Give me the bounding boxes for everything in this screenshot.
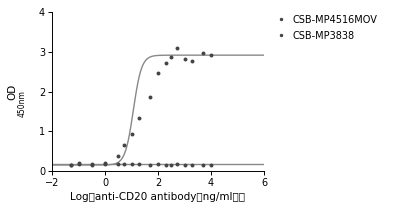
Point	[102, 162, 108, 166]
Point	[168, 163, 174, 166]
Point	[136, 162, 143, 166]
Point	[115, 155, 122, 158]
Point	[200, 52, 206, 55]
Point	[181, 163, 188, 166]
Point	[120, 163, 127, 166]
Point	[208, 53, 214, 57]
Point	[67, 163, 74, 167]
Point	[115, 163, 122, 166]
Point	[88, 163, 95, 166]
Point	[155, 163, 161, 166]
Point	[208, 163, 214, 166]
Text: OD: OD	[7, 83, 17, 100]
Point	[200, 163, 206, 167]
X-axis label: Log（anti-CD20 antibody（ng/ml））: Log（anti-CD20 antibody（ng/ml））	[70, 192, 246, 202]
Point	[168, 56, 174, 59]
Point	[128, 132, 135, 135]
Point	[147, 96, 153, 99]
Point	[136, 117, 143, 120]
Point	[147, 163, 153, 166]
Point	[181, 57, 188, 61]
Point	[155, 71, 161, 74]
Point	[88, 162, 95, 166]
Point	[120, 143, 127, 146]
Point	[102, 161, 108, 164]
Point	[173, 163, 180, 166]
Point	[189, 59, 196, 62]
Point	[173, 46, 180, 50]
Point	[163, 163, 169, 166]
Point	[128, 163, 135, 166]
Text: 450nm: 450nm	[18, 90, 26, 118]
Point	[67, 163, 74, 166]
Point	[163, 61, 169, 65]
Legend: CSB-MP4516MOV, CSB-MP3838: CSB-MP4516MOV, CSB-MP3838	[277, 15, 377, 41]
Point	[75, 163, 82, 166]
Point	[189, 163, 196, 166]
Point	[75, 162, 82, 165]
